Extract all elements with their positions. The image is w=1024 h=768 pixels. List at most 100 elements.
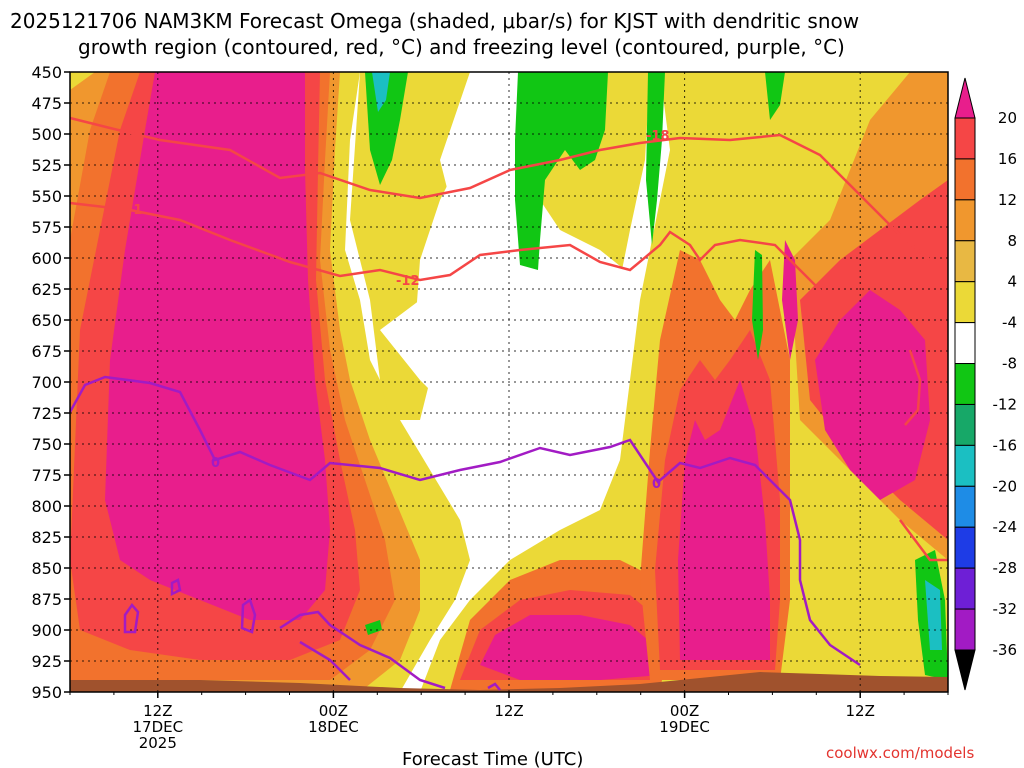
omega-fill-blank-mid (380, 230, 635, 455)
colorbar-segment (954, 403, 976, 446)
y-tick-label: 925 (31, 652, 62, 671)
colorbar-segment (954, 117, 976, 160)
freezing-contour-lower-left (299, 640, 351, 681)
x-tick-label: 17DEC (133, 718, 184, 736)
colorbar-segment (954, 322, 976, 365)
y-tick-label: 700 (31, 373, 62, 392)
y-tick-label: 475 (31, 94, 62, 113)
freezing-contour-loop-c (170, 578, 182, 597)
dgz-label-warm-left: -1 (128, 203, 142, 218)
colorbar-segment (954, 199, 976, 242)
colorbar-segment (954, 363, 976, 405)
x-tick-label: 00Z (319, 702, 348, 720)
omega-fill-neg4-i (365, 620, 382, 635)
omega-fill-blank-upper (440, 72, 530, 200)
freezing-contour-main (68, 375, 861, 667)
colorbar-segment (954, 444, 976, 487)
omega-fill-20-farright (815, 290, 930, 500)
x-tick-label: 12Z (846, 702, 875, 720)
omega-fill-neg8-d (765, 72, 785, 120)
omega-fill-20-mid (480, 615, 660, 680)
watermark: coolwx.com/models (826, 744, 974, 762)
colorbar-label: 8 (1007, 232, 1017, 250)
dgz-label-warm: -12 (396, 274, 420, 289)
colorbar-segment (954, 526, 976, 569)
colorbar-segment (954, 608, 976, 651)
y-tick-label: 625 (31, 280, 62, 299)
colorbar-top-arrow (954, 77, 976, 119)
omega-shading (70, 72, 948, 692)
y-tick-label: 500 (31, 125, 62, 144)
freezing-contour-lower-mid (279, 610, 446, 690)
plot-grid (70, 72, 948, 692)
colorbar-label: -36 (993, 641, 1018, 659)
freezing-label-b: 0 (652, 477, 661, 492)
x-tick-label: 12Z (143, 702, 172, 720)
colorbar-label: -24 (993, 518, 1018, 536)
y-tick-label: 525 (31, 156, 62, 175)
colorbar-label: -32 (993, 600, 1018, 618)
omega-fill-neg12-g (372, 72, 390, 112)
y-tick-label: 800 (31, 497, 62, 516)
dgz-contour-lower-right (899, 519, 948, 562)
omega-fill-neg8-f (752, 250, 763, 360)
dgz-contours (69, 116, 948, 562)
y-tick-label: 675 (31, 342, 62, 361)
dgz-contour-warm (69, 201, 841, 311)
omega-fill-20-rightcol (678, 380, 770, 660)
colorbar-segment (954, 240, 976, 283)
y-tick-label: 550 (31, 187, 62, 206)
colorbar-label: -28 (993, 559, 1018, 577)
omega-fill-20-left (105, 72, 330, 620)
dgz-contour-cold (69, 116, 931, 261)
x-axis-label: Forecast Time (UTC) (402, 749, 583, 768)
colorbar-label: -4 (1002, 314, 1017, 332)
y-tick-label: 950 (31, 683, 62, 702)
y-tick-label: 750 (31, 435, 62, 454)
colorbar: 20 16 12 8 4 -4 -8 -12 -16 -20 -24 -28 -32 -36 (954, 77, 1018, 691)
colorbar-segment (954, 485, 976, 528)
x-tick-label: 18DEC (308, 718, 359, 736)
chart-title-line1: 2025121706 NAM3KM Forecast Omega (shaded… (10, 9, 859, 33)
y-tick-label: 775 (31, 466, 62, 485)
y-tick-label: 900 (31, 621, 62, 640)
freezing-contour-loop-a (123, 602, 140, 634)
freezing-contour-loop-d (487, 682, 501, 691)
colorbar-segment (954, 567, 976, 610)
colorbar-label: 12 (998, 191, 1017, 209)
y-tick-label: 850 (31, 559, 62, 578)
colorbar-label: -8 (1002, 355, 1017, 373)
y-axis: 450 475 500 525 550 575 600 625 650 675 700 725 750 7… (31, 63, 70, 702)
colorbar-segment (954, 158, 976, 201)
y-tick-label: 450 (31, 63, 62, 82)
freezing-label-a: 0 (211, 456, 220, 471)
colorbar-label: -12 (993, 395, 1018, 413)
y-tick-label: 575 (31, 218, 62, 237)
chart-title-line2: growth region (contoured, red, °C) and f… (78, 35, 845, 59)
x-tick-label: 12Z (494, 702, 523, 720)
terrain-surface (70, 672, 948, 692)
colorbar-label: 4 (1007, 273, 1017, 291)
omega-fill-neg8-a (365, 72, 408, 185)
y-tick-label: 875 (31, 590, 62, 609)
colorbar-segment (954, 281, 976, 324)
omega-fill-neg8-b (515, 72, 608, 270)
freezing-contours (68, 375, 861, 691)
omega-fill-20-farright-sliver (782, 240, 798, 360)
dgz-contour-loop (904, 349, 922, 426)
x-tick-label: 2025 (139, 734, 177, 752)
x-tick-label: 00Z (670, 702, 699, 720)
y-tick-label: 825 (31, 528, 62, 547)
colorbar-label: -16 (993, 436, 1018, 454)
freezing-contour-loop-b (240, 597, 257, 634)
dgz-label-cold: -18 (646, 129, 670, 144)
y-tick-label: 600 (31, 249, 62, 268)
omega-fill-neg8-c (646, 72, 665, 245)
colorbar-label: 16 (998, 150, 1017, 168)
plot-area: -18 -12 -1 0 0 (68, 71, 949, 693)
x-tick-label: 19DEC (659, 718, 710, 736)
colorbar-bottom-arrow (954, 649, 976, 691)
y-tick-label: 650 (31, 311, 62, 330)
colorbar-label: 20 (998, 109, 1017, 127)
